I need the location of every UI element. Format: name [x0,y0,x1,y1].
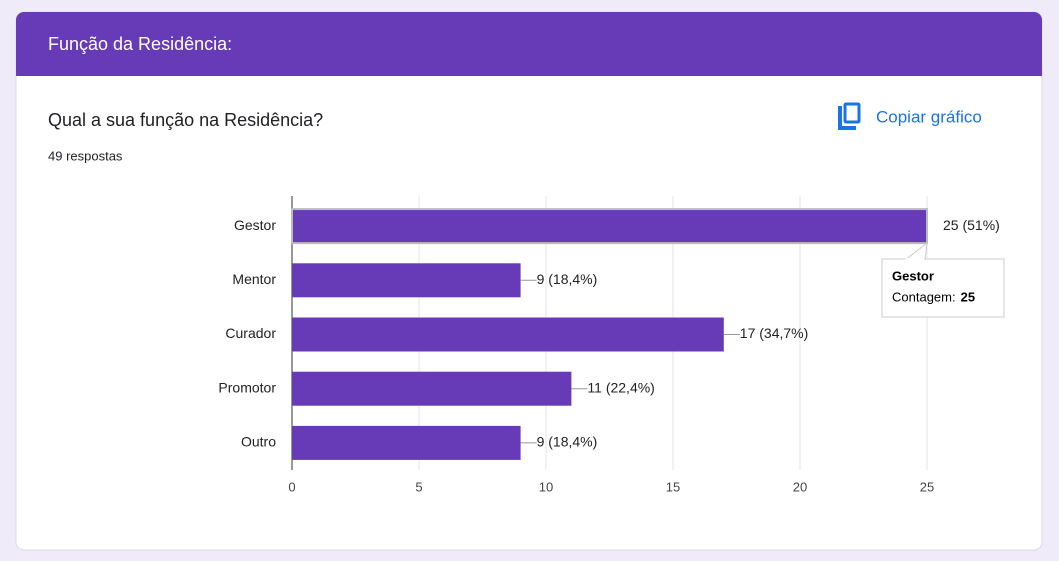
bar [291,208,928,245]
x-tick-label: 25 [920,479,934,494]
copy-chart-button[interactable]: Copiar gráfico [838,102,982,130]
copy-icon [838,106,842,130]
question-title: Qual a sua função na Residência? [48,110,323,130]
chart: 0 5 10 15 20 25 Gestor 25 (51%) Mentor 9 (18,4%) C… [218,196,1005,494]
y-tick-label: Gestor [234,217,276,233]
tooltip [881,258,1005,318]
tooltip-value: 25 [961,289,975,304]
copy-chart-label[interactable]: Copiar gráfico [876,107,982,126]
bar [292,371,572,406]
data-label: 9 (18,4%) [537,434,598,450]
data-label: 9 (18,4%) [537,271,598,287]
copy-icon [838,126,856,130]
tooltip-label: Contagem: [892,289,956,304]
x-tick-label: 0 [288,479,295,494]
bar [292,425,521,460]
bar [292,317,724,352]
x-tick-label: 15 [666,479,680,494]
data-label: 25 (51%) [943,217,1000,233]
y-tick-label: Promotor [218,379,276,395]
data-label: 11 (22,4%) [587,379,654,395]
tooltip-title: Gestor [892,268,934,283]
response-count: 49 respostas [48,148,123,163]
x-tick-label: 10 [539,479,553,494]
x-tick-label: 5 [415,479,422,494]
x-tick-label: 20 [793,479,807,494]
data-label: 17 (34,7%) [740,325,808,341]
y-tick-label: Outro [241,434,276,450]
section-title: Função da Residência: [48,34,232,54]
bar [292,263,521,298]
copy-icon [843,102,861,124]
card-header [16,12,1042,76]
y-tick-label: Curador [225,325,276,341]
y-tick-label: Mentor [232,271,276,287]
